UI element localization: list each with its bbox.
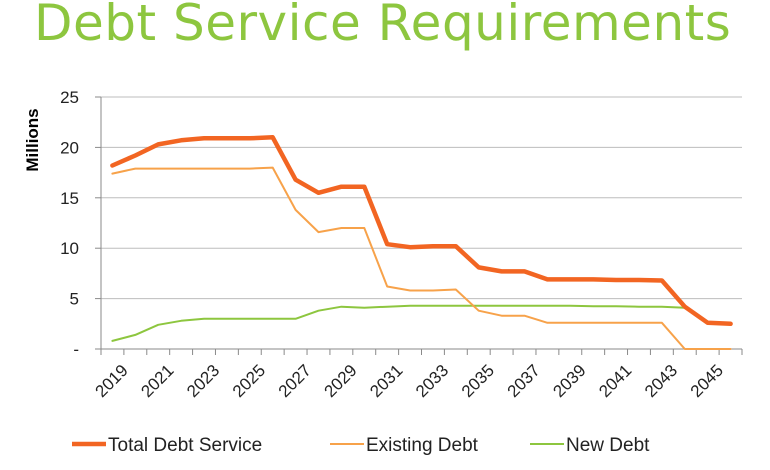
x-tick-label: 2031 [366, 361, 406, 401]
axes [95, 96, 743, 355]
series-line-total-debt-service [110, 135, 733, 327]
y-axis-label: Millions [23, 108, 42, 171]
x-tick-label: 2033 [412, 361, 452, 401]
x-tick-label: 2023 [183, 361, 223, 401]
y-tick-label: 25 [60, 88, 79, 107]
x-tick-label: 2043 [641, 361, 681, 401]
x-tick-label: 2027 [275, 361, 315, 401]
x-tick-label: 2039 [549, 361, 589, 401]
legend-label: Total Debt Service [108, 435, 262, 456]
x-tick-label: 2037 [504, 361, 544, 401]
x-tick-label: 2019 [92, 361, 132, 401]
legend-label: New Debt [566, 435, 650, 456]
y-tick-labels: - 5 10 15 20 25 [60, 88, 79, 359]
legend-item-total-debt-service: Total Debt Service [72, 435, 262, 456]
y-tick-label: 20 [60, 138, 79, 157]
x-tick-label: 2045 [687, 361, 727, 401]
legend-item-new-debt: New Debt [530, 435, 650, 456]
x-tick-label: 2041 [595, 361, 635, 401]
y-tick-label: 5 [70, 290, 79, 309]
x-tick-label: 2029 [321, 361, 361, 401]
x-tick-label: 2021 [137, 361, 177, 401]
x-tick-labels: 2019 2021 2023 2025 2027 2029 2031 2033 2035 2037… [92, 361, 727, 401]
series-line-existing-debt [111, 166, 732, 350]
y-tick-label: 10 [60, 239, 79, 258]
y-tick-label: 15 [60, 189, 79, 208]
legend-label: Existing Debt [366, 435, 479, 456]
legend: Total Debt Service Existing Debt New Debt [72, 435, 650, 456]
y-tick-label: - [73, 340, 79, 359]
chart-title: Debt Service Requirements [34, 0, 732, 52]
series-line-new-debt [111, 304, 732, 342]
x-tick-label: 2035 [458, 361, 498, 401]
grid-lines [101, 96, 742, 300]
legend-item-existing-debt: Existing Debt [330, 435, 479, 456]
x-tick-label: 2025 [229, 361, 269, 401]
series-lines [110, 135, 733, 350]
